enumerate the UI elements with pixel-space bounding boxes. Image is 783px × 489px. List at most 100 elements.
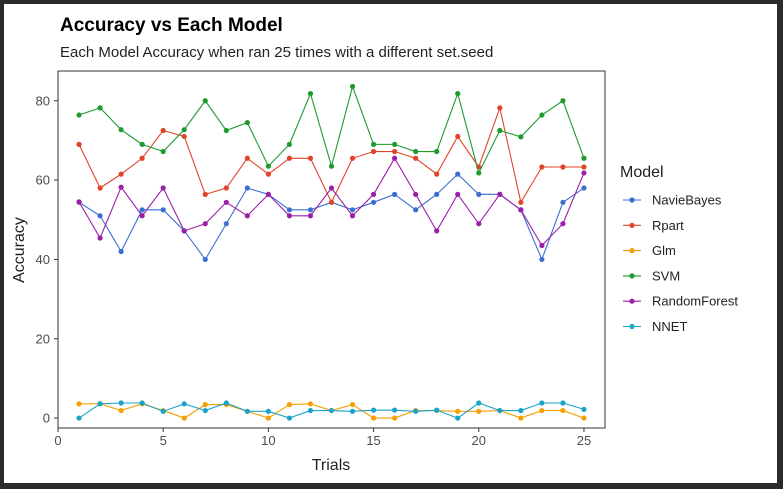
line-chart: Accuracy vs Each Model Each Model Accura… bbox=[11, 15, 738, 474]
data-point-rpart bbox=[97, 185, 103, 191]
x-tick-label: 20 bbox=[472, 433, 486, 448]
data-point-svm bbox=[370, 141, 377, 147]
data-point-naviebayes bbox=[244, 185, 250, 191]
data-point-naviebayes bbox=[581, 185, 587, 191]
data-point-naviebayes bbox=[223, 221, 229, 227]
data-point-naviebayes bbox=[413, 207, 419, 213]
data-point-rpart bbox=[307, 155, 314, 161]
data-point-glm bbox=[349, 401, 356, 408]
y-tick-label: 80 bbox=[36, 93, 50, 108]
data-point-rpart bbox=[370, 148, 377, 155]
legend-label: RandomForest bbox=[652, 294, 738, 309]
data-point-svm bbox=[307, 91, 314, 97]
data-point-glm bbox=[307, 401, 314, 407]
data-point-svm bbox=[560, 98, 566, 104]
y-tick-label: 60 bbox=[36, 173, 50, 188]
data-point-glm bbox=[286, 401, 293, 408]
series-line-svm bbox=[78, 84, 585, 175]
data-point-rpart bbox=[392, 148, 398, 155]
data-point-randomforest bbox=[223, 199, 229, 205]
series-rpart bbox=[76, 105, 587, 205]
data-point-nnet bbox=[307, 407, 314, 414]
legend-key-point bbox=[629, 273, 635, 279]
data-point-rpart bbox=[434, 171, 440, 177]
legend-label: NNET bbox=[652, 319, 687, 334]
data-point-svm bbox=[76, 112, 82, 118]
data-point-naviebayes bbox=[139, 207, 145, 213]
data-point-svm bbox=[392, 141, 398, 147]
chart-title: Accuracy vs Each Model bbox=[60, 15, 283, 36]
data-point-naviebayes bbox=[539, 256, 545, 263]
data-point-naviebayes bbox=[392, 191, 398, 197]
data-point-naviebayes bbox=[434, 191, 440, 197]
data-point-randomforest bbox=[560, 221, 566, 227]
data-point-rpart bbox=[181, 133, 187, 140]
data-point-svm bbox=[202, 98, 208, 104]
data-point-rpart bbox=[244, 155, 250, 161]
data-point-svm bbox=[265, 163, 271, 169]
x-axis-title: Trials bbox=[312, 457, 351, 474]
legend-label: Rpart bbox=[652, 218, 684, 233]
data-point-svm bbox=[413, 148, 419, 155]
data-point-rpart bbox=[349, 155, 356, 161]
data-point-svm bbox=[539, 112, 545, 118]
data-point-naviebayes bbox=[307, 207, 314, 213]
data-point-randomforest bbox=[349, 213, 356, 219]
data-point-naviebayes bbox=[118, 248, 124, 255]
data-point-naviebayes bbox=[455, 171, 461, 177]
data-point-svm bbox=[497, 127, 503, 134]
data-point-nnet bbox=[160, 408, 166, 414]
x-tick-label: 5 bbox=[160, 433, 167, 448]
data-point-randomforest bbox=[307, 213, 314, 219]
y-axis: 0 20 40 60 80 bbox=[36, 93, 58, 426]
data-point-nnet bbox=[476, 400, 482, 406]
data-point-randomforest bbox=[76, 199, 82, 205]
data-point-svm bbox=[581, 155, 587, 161]
data-point-nnet bbox=[139, 400, 145, 406]
data-point-nnet bbox=[244, 408, 250, 414]
data-point-randomforest bbox=[160, 185, 166, 191]
legend-key-point bbox=[629, 298, 635, 304]
data-point-glm bbox=[76, 401, 82, 407]
data-point-naviebayes bbox=[160, 207, 166, 213]
data-point-nnet bbox=[286, 415, 293, 421]
legend-item-naviebayes: NavieBayes bbox=[623, 193, 722, 208]
x-tick-label: 25 bbox=[577, 433, 591, 448]
data-point-randomforest bbox=[392, 155, 398, 161]
data-point-nnet bbox=[265, 408, 271, 414]
data-point-glm bbox=[560, 407, 566, 414]
series-svm bbox=[76, 83, 587, 176]
data-point-glm bbox=[370, 415, 377, 421]
data-point-rpart bbox=[413, 155, 419, 161]
data-point-svm bbox=[118, 127, 124, 133]
legend-key-point bbox=[629, 222, 635, 228]
data-point-svm bbox=[434, 148, 440, 155]
y-axis-title: Accuracy bbox=[11, 217, 28, 283]
data-point-nnet bbox=[434, 407, 440, 413]
chart-frame: Accuracy vs Each Model Each Model Accura… bbox=[4, 4, 777, 483]
y-tick-label: 20 bbox=[36, 331, 50, 346]
data-point-svm bbox=[181, 127, 187, 133]
data-point-nnet bbox=[560, 400, 566, 406]
plot-panel bbox=[57, 70, 606, 429]
data-point-svm bbox=[476, 170, 482, 176]
series-randomforest bbox=[76, 155, 587, 249]
data-point-nnet bbox=[413, 408, 419, 414]
data-point-naviebayes bbox=[202, 256, 208, 263]
data-point-randomforest bbox=[370, 191, 377, 197]
legend-key-point bbox=[629, 248, 635, 254]
data-point-naviebayes bbox=[560, 199, 566, 205]
data-point-naviebayes bbox=[286, 207, 293, 213]
data-point-randomforest bbox=[139, 213, 145, 219]
chart-subtitle: Each Model Accuracy when ran 25 times wi… bbox=[60, 44, 493, 61]
data-point-rpart bbox=[139, 155, 145, 161]
data-point-svm bbox=[160, 148, 166, 155]
data-point-glm bbox=[392, 415, 398, 421]
data-point-randomforest bbox=[181, 228, 187, 234]
legend-item-svm: SVM bbox=[623, 268, 680, 283]
legend-key-point bbox=[629, 197, 635, 203]
series-nnet bbox=[76, 400, 587, 421]
data-point-randomforest bbox=[265, 191, 271, 197]
data-point-rpart bbox=[560, 164, 566, 170]
legend: Model NavieBayes Rpart Glm SVM RandomForest N… bbox=[620, 164, 738, 334]
